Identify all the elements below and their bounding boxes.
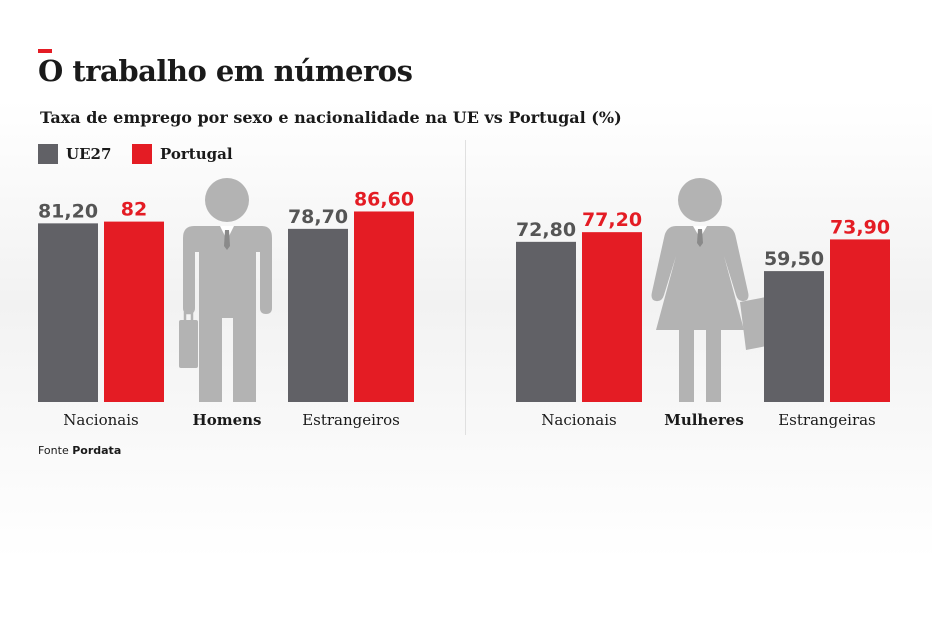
data-label: 82 <box>121 199 147 221</box>
man-figure-icon <box>179 178 272 402</box>
category-label: Estrangeiros <box>302 411 400 429</box>
group-label-mulheres: Mulheres <box>664 411 744 429</box>
title-accent-bar <box>38 49 52 53</box>
data-label: 59,50 <box>764 248 824 270</box>
chart-subtitle: Taxa de emprego por sexo e nacionalidade… <box>40 108 622 127</box>
woman-figure-icon <box>651 178 772 402</box>
group-label-homens: Homens <box>193 411 262 429</box>
data-label: 81,20 <box>38 200 98 222</box>
legend-label-ue27: UE27 <box>66 145 112 163</box>
legend-swatch-ue27 <box>38 144 58 164</box>
data-label: 73,90 <box>830 216 890 238</box>
bar-mulheres-estrangeiras-portugal <box>830 239 890 402</box>
bar-mulheres-estrangeiras-ue27 <box>764 271 824 402</box>
bar-homens-nacionais-ue27 <box>38 223 98 402</box>
source-prefix: Fonte <box>38 444 69 457</box>
bar-mulheres-nacionais-portugal <box>582 232 642 402</box>
source-name: Pordata <box>72 444 122 457</box>
legend-swatch-portugal <box>132 144 152 164</box>
category-label: Nacionais <box>541 411 616 429</box>
category-label: Estrangeiras <box>778 411 876 429</box>
data-label: 78,70 <box>288 206 348 228</box>
legend-item-ue27: UE27 <box>38 144 111 164</box>
bar-mulheres-nacionais-ue27 <box>516 241 576 402</box>
legend-label-portugal: Portugal <box>160 145 233 163</box>
bar-homens-nacionais-portugal <box>104 221 164 402</box>
data-label: 86,60 <box>354 188 414 210</box>
category-label: Nacionais <box>63 411 138 429</box>
bar-homens-estrangeiros-portugal <box>354 211 414 402</box>
panel-divider <box>465 140 466 435</box>
page-title: O trabalho em números <box>38 54 413 88</box>
bar-homens-estrangeiros-ue27 <box>288 228 348 402</box>
source-note: Fonte Pordata <box>38 444 121 457</box>
legend-item-portugal: Portugal <box>132 144 233 164</box>
data-label: 72,80 <box>516 219 576 241</box>
data-label: 77,20 <box>582 209 642 231</box>
